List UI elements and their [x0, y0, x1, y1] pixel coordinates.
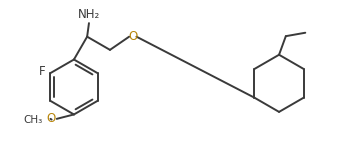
- Text: O: O: [128, 30, 137, 43]
- Text: O: O: [46, 112, 55, 125]
- Text: F: F: [39, 65, 46, 78]
- Text: CH₃: CH₃: [24, 115, 43, 125]
- Text: NH₂: NH₂: [78, 8, 100, 21]
